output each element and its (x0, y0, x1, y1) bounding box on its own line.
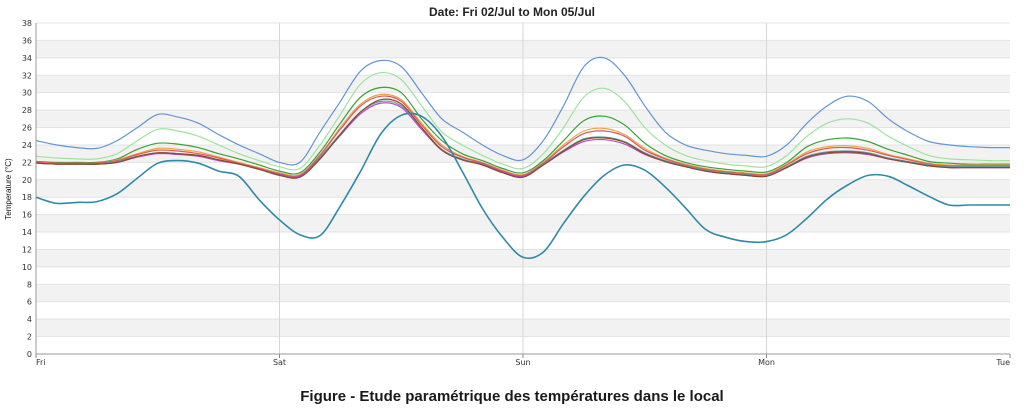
series-line-5 (35, 95, 1010, 178)
series-line-2 (35, 71, 1011, 171)
temperature-chart: Date: Fri 02/Jul to Mon 05/Jul 024681012… (4, 5, 1011, 367)
x-tick-label: Fri (36, 358, 46, 367)
series-line-8 (35, 98, 1010, 179)
y-tick-label: 32 (22, 71, 32, 80)
x-tick-label: Mon (758, 358, 775, 367)
series-line-3 (35, 86, 1010, 175)
y-tick-label: 12 (22, 245, 32, 254)
y-tick-label: 34 (22, 54, 32, 63)
y-tick-label: 6 (27, 298, 32, 307)
y-tick-label: 4 (27, 315, 32, 324)
axes (35, 23, 1011, 358)
x-tick-label: Tue (995, 358, 1010, 367)
y-tick-label: 18 (22, 193, 32, 202)
y-tick-label: 10 (22, 263, 32, 272)
grid-lines (36, 22, 1010, 355)
y-tick-label: 36 (22, 36, 32, 45)
y-tick-label: 38 (22, 19, 32, 28)
y-tick-label: 20 (22, 176, 32, 185)
series-line-1 (35, 56, 1011, 166)
y-tick-label: 30 (22, 89, 32, 98)
series-line-9 (35, 112, 1010, 260)
y-tick-label: 16 (22, 211, 32, 220)
x-tick-label: Sun (515, 358, 530, 367)
series-lines (35, 56, 1011, 260)
figure-caption: Figure - Etude paramétrique des températ… (300, 388, 724, 405)
x-tick-label: Sat (273, 358, 286, 367)
y-tick-label: 22 (22, 158, 32, 167)
chart-title: Date: Fri 02/Jul to Mon 05/Jul (429, 5, 595, 19)
x-tick-labels: Fri Sat Sun Mon Tue (36, 358, 1010, 367)
y-tick-label: 8 (27, 280, 32, 289)
y-axis-title: Temperature (°C) (4, 158, 13, 220)
y-tick-label: 0 (27, 350, 32, 359)
y-tick-label: 24 (22, 141, 32, 150)
y-tick-label: 2 (27, 333, 32, 342)
y-tick-label: 28 (22, 106, 32, 115)
y-tick-label: 26 (22, 124, 32, 133)
series-line-7 (35, 102, 1010, 178)
y-tick-label: 14 (22, 228, 32, 237)
series-line-4 (35, 93, 1010, 177)
